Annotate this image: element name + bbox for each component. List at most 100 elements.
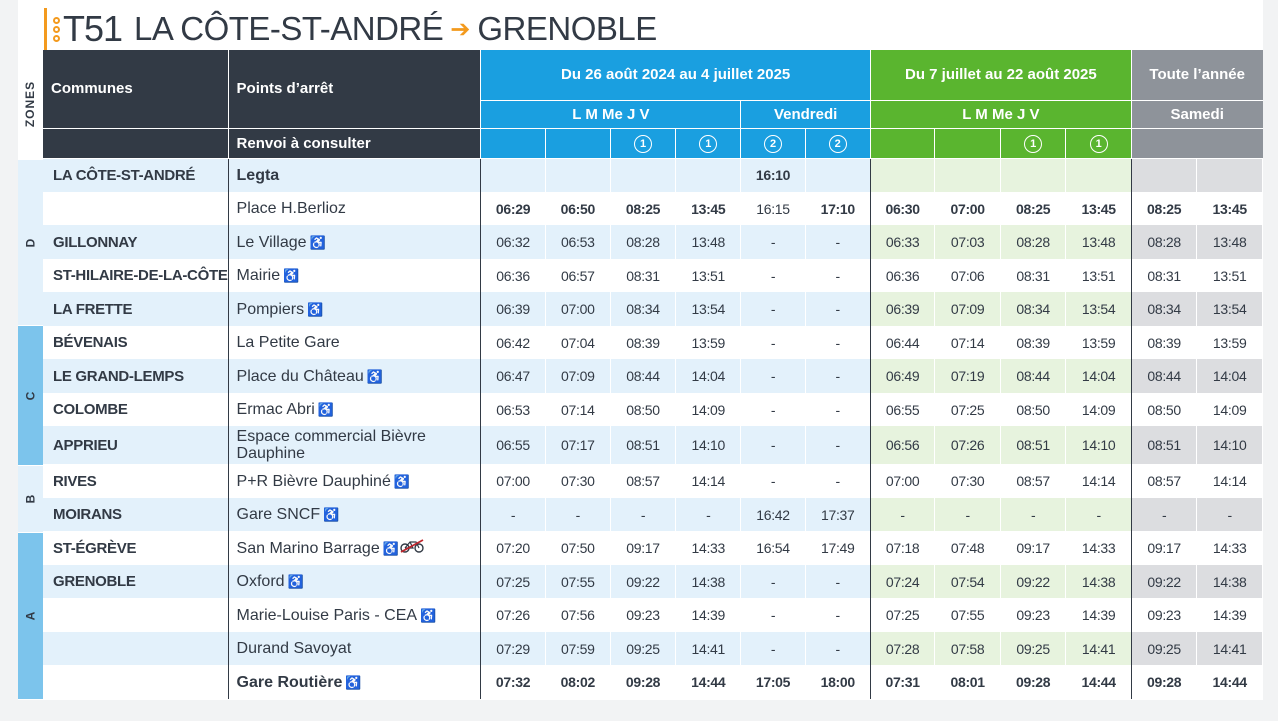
time-cell: 08:34 xyxy=(1131,292,1198,326)
time-cell: 13:59 xyxy=(1065,326,1132,359)
time-cell: 13:45 xyxy=(1196,192,1263,225)
time-cell: 13:45 xyxy=(675,192,742,225)
table-row: ST-ÉGRÈVE San Marino Barrage ♿ 07:20 07:50 09… xyxy=(43,531,1263,565)
stop-name: Gare SNCF ♿ xyxy=(228,498,482,531)
time-cell: 08:25 xyxy=(610,192,677,225)
time-cell: 14:41 xyxy=(675,632,742,665)
time-cell: 07:04 xyxy=(545,326,611,359)
header-blank xyxy=(43,128,229,159)
table-row: RIVES P+R Bièvre Dauphiné ♿ 07:00 07:30 08:57… xyxy=(43,464,1263,498)
wheelchair-icon: ♿ xyxy=(287,574,304,589)
time-cell: 13:48 xyxy=(675,225,742,259)
time-cell: 06:53 xyxy=(480,393,546,426)
time-cell: 07:00 xyxy=(545,292,611,326)
time-cell: 07:58 xyxy=(934,632,1001,665)
header-communes: Communes xyxy=(43,50,229,129)
time-cell: 07:32 xyxy=(480,665,546,699)
time-cell: 07:14 xyxy=(934,326,1001,359)
time-cell: 06:39 xyxy=(870,292,936,326)
note-cell: 2 xyxy=(805,128,871,159)
note-cell: 1 xyxy=(1065,128,1132,159)
stop-name: Marie-Louise Paris - CEA ♿ xyxy=(228,598,482,632)
table-row: Marie-Louise Paris - CEA ♿ 07:26 07:56 09:23… xyxy=(43,598,1263,632)
wheelchair-icon: ♿ xyxy=(345,674,362,690)
zone-b: B xyxy=(18,466,43,532)
time-cell: 06:55 xyxy=(870,393,936,426)
time-cell: 09:25 xyxy=(1000,632,1067,665)
time-cell: - xyxy=(805,632,871,665)
time-cell: 07:30 xyxy=(934,464,1001,498)
table-row: MOIRANS Gare SNCF ♿ - - - -16:42 17:37- - - - - - xyxy=(43,498,1263,531)
time-cell: - xyxy=(805,565,871,598)
time-cell: 14:38 xyxy=(1196,565,1263,598)
zones-header: ZONES xyxy=(23,80,38,128)
commune-name xyxy=(43,632,229,665)
commune-name: APPRIEU xyxy=(43,426,229,464)
note-number: 2 xyxy=(764,134,782,153)
stop-name: P+R Bièvre Dauphiné ♿ xyxy=(228,464,482,498)
stop-name: Espace commercial Bièvre Dauphine xyxy=(228,426,482,464)
time-cell: 13:51 xyxy=(675,259,742,292)
time-cell: 14:33 xyxy=(1065,531,1132,565)
time-cell: 08:25 xyxy=(1131,192,1198,225)
time-cell: 07:06 xyxy=(934,259,1001,292)
note-cell: 2 xyxy=(740,128,806,159)
header-days-samedi: Samedi xyxy=(1131,100,1263,129)
time-cell: 14:33 xyxy=(1196,531,1263,565)
time-cell: 13:51 xyxy=(1065,259,1132,292)
time-cell: 09:25 xyxy=(1131,632,1198,665)
time-cell: 08:31 xyxy=(610,259,677,292)
note-number: 1 xyxy=(1024,134,1043,153)
time-cell: - xyxy=(805,292,871,326)
time-cell: 08:39 xyxy=(1131,326,1198,359)
time-cell: 14:09 xyxy=(675,393,742,426)
time-cell: - xyxy=(740,632,806,665)
time-cell xyxy=(675,157,742,192)
time-cell: 14:44 xyxy=(1196,665,1263,699)
time-cell: 13:54 xyxy=(1065,292,1132,326)
header-days-lmmejv: L M Me J V xyxy=(480,100,742,129)
route-origin: LA CÔTE-ST-ANDRÉ xyxy=(134,10,444,47)
table-row: GILLONNAY Le Village ♿ 06:32 06:53 08:28 13:48… xyxy=(43,225,1263,259)
time-cell: 07:25 xyxy=(934,393,1001,426)
time-cell: 08:28 xyxy=(1131,225,1198,259)
commune-name: ST-HILAIRE-DE-LA-CÔTE xyxy=(43,259,229,292)
note-number: 2 xyxy=(828,134,847,153)
wheelchair-icon: ♿ xyxy=(323,507,340,522)
time-cell: 14:39 xyxy=(1196,598,1263,632)
time-cell: 14:38 xyxy=(675,565,742,598)
stop-name: Pompiers ♿ xyxy=(228,292,482,326)
time-cell: 06:36 xyxy=(870,259,936,292)
time-cell: 08:57 xyxy=(610,464,677,498)
commune-name xyxy=(43,665,229,699)
time-cell: - xyxy=(480,498,546,531)
zone-c: C xyxy=(18,326,43,465)
time-cell: 09:23 xyxy=(1000,598,1067,632)
header-days-lmmejv-summer: L M Me J V xyxy=(870,100,1132,129)
time-cell: 17:05 xyxy=(740,665,806,699)
commune-name xyxy=(43,598,229,632)
time-cell: 13:48 xyxy=(1196,225,1263,259)
time-cell: 14:10 xyxy=(1196,426,1263,464)
time-cell: 16:10 xyxy=(740,157,806,192)
time-cell: 09:17 xyxy=(610,531,677,565)
time-cell: 08:31 xyxy=(1131,259,1198,292)
time-cell: 14:44 xyxy=(1065,665,1132,699)
time-cell: 08:44 xyxy=(610,359,677,393)
time-cell: 06:55 xyxy=(480,426,546,464)
commune-name: GILLONNAY xyxy=(43,225,229,259)
commune-name: COLOMBE xyxy=(43,393,229,426)
time-cell: 16:54 xyxy=(740,531,806,565)
time-cell: 14:41 xyxy=(1196,632,1263,665)
header-period-school: Du 26 août 2024 au 4 juillet 2025 xyxy=(480,50,871,101)
time-cell: 07:00 xyxy=(870,464,936,498)
time-cell: 07:30 xyxy=(545,464,611,498)
time-cell xyxy=(1000,157,1067,192)
time-cell: 17:49 xyxy=(805,531,871,565)
wheelchair-icon: ♿ xyxy=(420,607,437,623)
time-cell: 06:29 xyxy=(480,192,546,225)
time-cell: 07:50 xyxy=(545,531,611,565)
header-period-summer: Du 7 juillet au 22 août 2025 xyxy=(870,50,1132,101)
time-cell: 06:44 xyxy=(870,326,936,359)
stop-name: Mairie ♿ xyxy=(228,259,482,292)
